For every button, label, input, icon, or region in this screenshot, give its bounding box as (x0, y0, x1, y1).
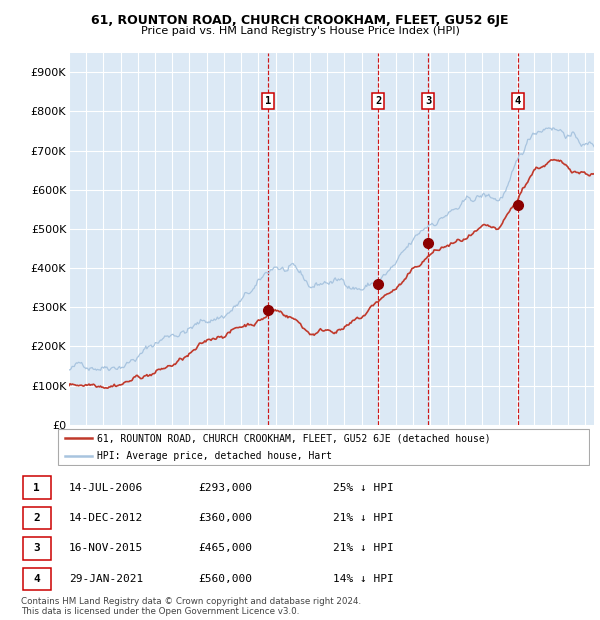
Text: £293,000: £293,000 (198, 482, 252, 493)
Text: 3: 3 (425, 96, 431, 106)
Text: 25% ↓ HPI: 25% ↓ HPI (333, 482, 394, 493)
Text: £560,000: £560,000 (198, 574, 252, 584)
FancyBboxPatch shape (23, 507, 50, 529)
Text: 4: 4 (515, 96, 521, 106)
Text: 21% ↓ HPI: 21% ↓ HPI (333, 513, 394, 523)
Text: 21% ↓ HPI: 21% ↓ HPI (333, 543, 394, 554)
FancyBboxPatch shape (23, 476, 50, 499)
Text: HPI: Average price, detached house, Hart: HPI: Average price, detached house, Hart (97, 451, 332, 461)
Text: 2: 2 (33, 513, 40, 523)
Text: £360,000: £360,000 (198, 513, 252, 523)
Text: £465,000: £465,000 (198, 543, 252, 554)
Text: 61, ROUNTON ROAD, CHURCH CROOKHAM, FLEET, GU52 6JE: 61, ROUNTON ROAD, CHURCH CROOKHAM, FLEET… (91, 14, 509, 27)
Text: 14% ↓ HPI: 14% ↓ HPI (333, 574, 394, 584)
Text: 61, ROUNTON ROAD, CHURCH CROOKHAM, FLEET, GU52 6JE (detached house): 61, ROUNTON ROAD, CHURCH CROOKHAM, FLEET… (97, 433, 491, 443)
Text: 1: 1 (265, 96, 271, 106)
Text: 1: 1 (33, 482, 40, 493)
Text: This data is licensed under the Open Government Licence v3.0.: This data is licensed under the Open Gov… (21, 607, 299, 616)
Text: Price paid vs. HM Land Registry's House Price Index (HPI): Price paid vs. HM Land Registry's House … (140, 26, 460, 36)
Text: 3: 3 (33, 543, 40, 554)
Text: 16-NOV-2015: 16-NOV-2015 (69, 543, 143, 554)
Text: 4: 4 (33, 574, 40, 584)
Text: 29-JAN-2021: 29-JAN-2021 (69, 574, 143, 584)
Text: Contains HM Land Registry data © Crown copyright and database right 2024.: Contains HM Land Registry data © Crown c… (21, 597, 361, 606)
FancyBboxPatch shape (23, 567, 50, 590)
Text: 2: 2 (375, 96, 381, 106)
Text: 14-JUL-2006: 14-JUL-2006 (69, 482, 143, 493)
Text: 14-DEC-2012: 14-DEC-2012 (69, 513, 143, 523)
FancyBboxPatch shape (23, 537, 50, 560)
FancyBboxPatch shape (58, 428, 589, 466)
